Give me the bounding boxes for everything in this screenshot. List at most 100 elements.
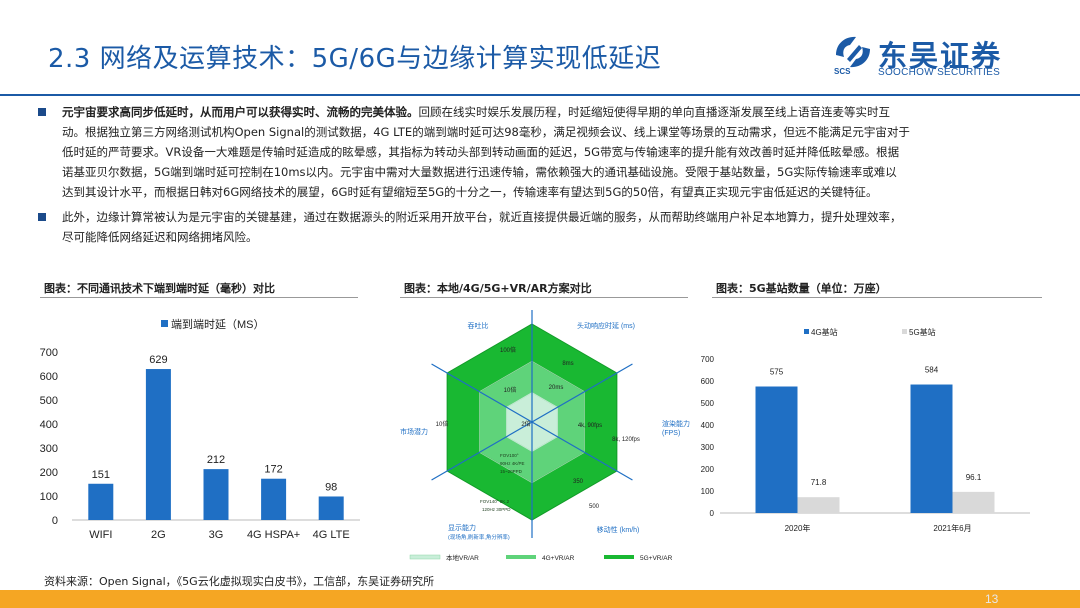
- bar: [910, 384, 953, 513]
- data-label: 575: [770, 368, 784, 377]
- legend-label: 本地VR/AR: [446, 553, 479, 562]
- data-label: 98: [325, 481, 337, 493]
- bar: [952, 491, 995, 513]
- paragraph-line: 诺基亚贝尔数据，5G端到端时延可控制在10ms以内。元宇宙中需对大量数据进行迅速…: [62, 165, 897, 179]
- legend-label: 4G基站: [811, 327, 838, 337]
- logo-name-cn: 东吴证券: [878, 39, 1003, 73]
- logo-abbr: SCS: [834, 67, 851, 76]
- bar: [88, 483, 114, 520]
- logo-icon: [836, 36, 870, 68]
- radar-annotation: 4k, 90fps: [578, 423, 602, 429]
- radar-chart: 吞吐比 头动响应时延 (ms) 渲染能力(FPS) 移动性 (km/h) 显示能力(现场…: [400, 310, 690, 562]
- radar-annotation: 20ms: [549, 385, 564, 391]
- paragraph-2: 此外，边缘计算常被认为是元宇宙的关键基建，通过在数据源头的附近采用开放平台，就近…: [62, 207, 1050, 247]
- y-tick-label: 0: [52, 515, 58, 527]
- page-number: 13: [985, 592, 999, 606]
- legend-swatch: [506, 555, 536, 559]
- legend-swatch: [804, 329, 809, 334]
- data-label: 71.8: [811, 478, 827, 487]
- caption-divider: [40, 297, 358, 298]
- x-tick-label: 2021年6月: [933, 523, 971, 533]
- y-tick-label: 400: [701, 421, 715, 430]
- radar-annotation: 120Hz 30PPD: [482, 507, 511, 512]
- legend-label: 端到端时延（MS）: [171, 318, 265, 331]
- paragraph-line: 低时延的严苛要求。VR设备一大难题是传输时延造成的眩晕感，其指标为转动头部到转动…: [62, 145, 900, 159]
- radar-annotation: 8k, 120fps: [612, 437, 640, 443]
- page-title: 2.3 网络及运算技术：5G/6G与边缘计算实现低延迟: [48, 44, 662, 74]
- y-tick-label: 500: [701, 399, 715, 408]
- radar-annotation: 90Hz 4K/PE: [500, 461, 525, 466]
- radar-axis-label: 市场潜力: [400, 427, 428, 436]
- bar: [797, 497, 840, 513]
- y-tick-label: 400: [40, 419, 58, 431]
- y-tick-label: 700: [701, 355, 715, 364]
- radar-annotation: FOV140° 8K,2: [480, 499, 510, 504]
- radar-annotation: 350: [573, 479, 584, 485]
- radar-annotation: 2倍: [521, 420, 530, 428]
- chart3-caption: 图表：5G基站数量（单位：万座）: [716, 282, 887, 295]
- paragraph-line: 此外，边缘计算常被认为是元宇宙的关键基建，通过在数据源头的附近采用开放平台，就近…: [62, 210, 902, 224]
- latency-bar-chart: 端到端时延（MS） 0 100 200 300 400 500 600 700 151 WIFI 62…: [40, 318, 360, 541]
- data-label: 584: [925, 366, 939, 375]
- paragraph-1: 元宇宙要求高同步低延时，从而用户可以获得实时、流畅的完美体验。回顾在线实时娱乐发…: [62, 102, 1050, 202]
- source-note: 资料来源：Open Signal，《5G云化虚拟现实白皮书》，工信部，东吴证券研…: [44, 575, 435, 588]
- bar: [755, 386, 798, 513]
- legend-swatch: [161, 320, 168, 327]
- chart2-caption: 图表：本地/4G/5G+VR/AR方案对比: [404, 282, 592, 295]
- data-label: 172: [264, 464, 282, 476]
- header-divider: [0, 94, 1080, 96]
- radar-annotation: 10倍: [436, 420, 449, 428]
- y-tick-label: 600: [40, 371, 58, 383]
- radar-axis-label: 渲染能力(FPS): [662, 419, 690, 437]
- base-station-bar-chart: 4G基站 5G基站 0 100 200 300 400 500 600 700 575 71.8 202…: [701, 327, 1030, 533]
- x-tick-label: WIFI: [89, 529, 112, 541]
- y-tick-label: 200: [40, 467, 58, 479]
- legend-label: 5G基站: [909, 327, 936, 337]
- footer-bar: [0, 590, 1080, 608]
- legend-swatch: [902, 329, 907, 334]
- paragraph-line: 尽可能降低网络延迟和网络拥堵风险。: [62, 230, 258, 244]
- bar: [145, 369, 171, 520]
- paragraph-line: 元宇宙要求高同步低延时，从而用户可以获得实时、流畅的完美体验。回顾在线实时娱乐发…: [62, 102, 1050, 122]
- y-tick-label: 500: [40, 395, 58, 407]
- data-label: 629: [149, 354, 167, 366]
- legend-swatch: [604, 555, 634, 559]
- paragraph-text: 回顾在线实时娱乐发展历程，时延缩短使得早期的单向直播逐渐发展至线上语音连麦等实时…: [418, 105, 891, 119]
- data-label: 212: [207, 454, 225, 466]
- paragraph-line: 达到其设计水平，而根据日韩对6G网络技术的展望，6G时延有望缩短至5G的十分之一…: [62, 185, 878, 199]
- paragraph-lead: 元宇宙要求高同步低延时，从而用户可以获得实时、流畅的完美体验。: [62, 105, 419, 119]
- bar: [261, 478, 287, 520]
- bar: [203, 469, 229, 520]
- chart1-caption: 图表：不同通讯技术下端到端时延（毫秒）对比: [44, 282, 275, 295]
- legend-swatch: [409, 554, 441, 560]
- legend-label: 4G+VR/AR: [542, 555, 575, 562]
- y-tick-label: 700: [40, 347, 58, 359]
- data-label: 96.1: [966, 473, 982, 482]
- x-tick-label: 2G: [151, 529, 166, 541]
- x-tick-label: 4G LTE: [313, 529, 350, 541]
- bullet-icon: [38, 213, 46, 221]
- data-label: 151: [92, 469, 110, 481]
- radar-axis: [431, 363, 633, 481]
- radar-annotation: FOV100°: [500, 453, 519, 458]
- radar-annotation: 10倍: [504, 386, 517, 394]
- y-tick-label: 100: [701, 487, 715, 496]
- legend-label: 5G+VR/AR: [640, 555, 673, 562]
- y-tick-label: 100: [40, 491, 58, 503]
- logo-name-en: SOOCHOW SECURITIES: [878, 67, 1001, 78]
- x-tick-label: 3G: [209, 529, 224, 541]
- radar-annotation: 100倍: [500, 346, 516, 354]
- radar-axis-label: 移动性 (km/h): [597, 525, 640, 534]
- caption-divider: [712, 297, 1042, 298]
- y-tick-label: 300: [40, 443, 58, 455]
- radar-annotation: 500: [589, 504, 600, 510]
- paragraph-line: 动。根据独立第三方网络测试机构Open Signal的测试数据，4G LTE的端…: [62, 125, 910, 139]
- caption-divider: [400, 297, 688, 298]
- y-tick-label: 0: [710, 509, 715, 518]
- company-logo: SCS 东吴证券 SOOCHOW SECURITIES: [832, 33, 1032, 81]
- x-tick-label: 4G HSPA+: [247, 529, 300, 541]
- x-tick-label: 2020年: [785, 523, 811, 533]
- y-tick-label: 600: [701, 377, 715, 386]
- radar-axis-label: 头动响应时延 (ms): [577, 321, 635, 330]
- bullet-icon: [38, 108, 46, 116]
